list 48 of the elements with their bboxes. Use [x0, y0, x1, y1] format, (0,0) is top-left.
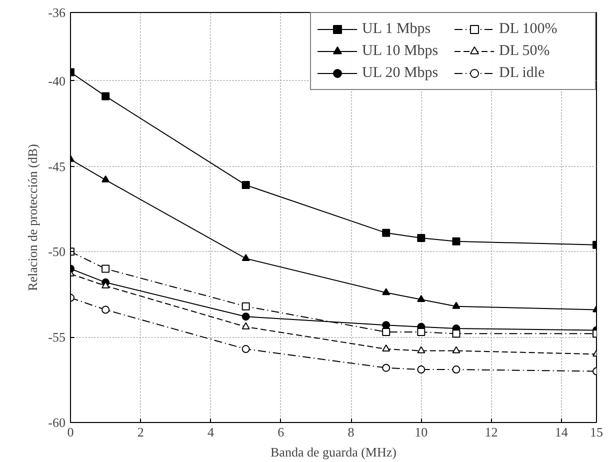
point	[452, 237, 460, 246]
point	[382, 328, 390, 336]
point	[102, 92, 110, 100]
point	[382, 344, 390, 352]
point	[417, 234, 426, 242]
point	[452, 366, 460, 374]
point	[417, 294, 426, 302]
point	[242, 254, 250, 262]
point	[242, 312, 250, 321]
x-tick-label: 15	[590, 424, 603, 440]
y-tick-label: -36	[48, 5, 66, 20]
legend-label: DL idle	[499, 64, 546, 82]
y-tick-label: -60	[48, 415, 66, 430]
x-tick-label: 8	[348, 424, 354, 440]
x-tick-label: 14	[554, 424, 568, 440]
y-tick-label: -55	[48, 330, 66, 345]
y-tick-label: -45	[48, 158, 66, 174]
legend-label: UL 10 Mbps	[362, 42, 440, 60]
point	[242, 345, 250, 354]
x-tick-label: 6	[278, 424, 285, 440]
point	[452, 330, 460, 338]
point	[417, 366, 426, 374]
x-tick-label: 4	[208, 424, 215, 440]
x-tick-label: 12	[484, 424, 498, 440]
y-tick-label: -40	[48, 73, 66, 88]
y-tick-label: -50	[48, 244, 66, 260]
point	[242, 181, 250, 190]
x-tick-label: 10	[414, 424, 428, 440]
point	[452, 302, 460, 309]
point	[452, 346, 460, 354]
point	[417, 346, 426, 354]
point	[102, 175, 110, 182]
point	[417, 328, 426, 336]
point	[102, 306, 110, 314]
point	[242, 302, 250, 310]
legend-label: UL 20 Mbps	[362, 64, 440, 82]
y-axis-title: Relacion de protección (dB)	[25, 144, 40, 291]
x-tick-label: 2	[137, 424, 144, 440]
point	[382, 288, 390, 296]
legend-label: DL 50%	[499, 42, 551, 60]
x-tick-label: 0	[67, 424, 74, 440]
point	[102, 264, 110, 273]
legend-label: UL 1 Mbps	[362, 20, 432, 38]
point	[242, 322, 250, 330]
point	[382, 228, 390, 237]
x-axis-title: Banda de guarda (MHz)	[270, 444, 396, 460]
point	[382, 364, 390, 372]
legend-label: DL 100%	[499, 20, 558, 38]
